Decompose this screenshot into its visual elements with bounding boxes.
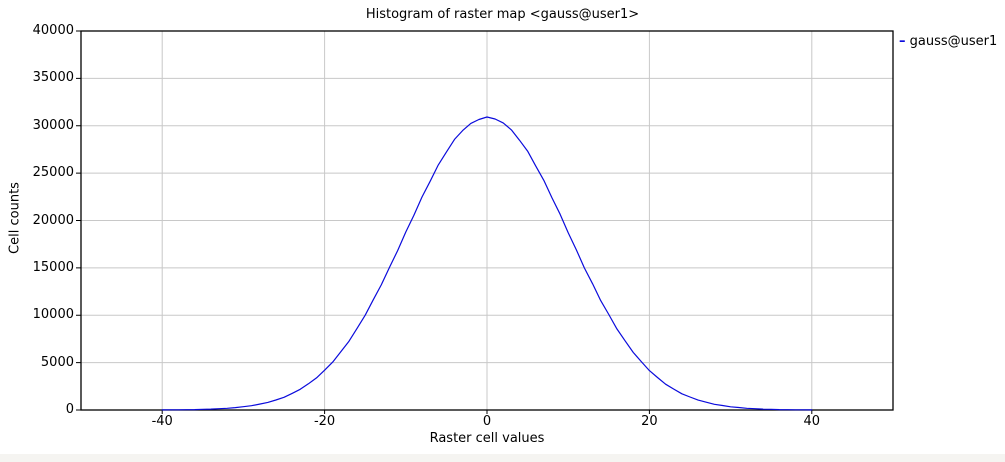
plot-border <box>80 30 894 411</box>
histogram-curve <box>161 116 813 411</box>
x-tick-label: -20 <box>313 414 336 429</box>
y-tick-label: 5000 <box>40 354 74 370</box>
y-tick-label: 20000 <box>32 212 74 228</box>
legend: – gauss@user1 <box>899 34 997 49</box>
y-tick-label: 0 <box>65 402 74 417</box>
x-tick-label: 0 <box>482 414 492 429</box>
y-axis-title: Cell counts <box>7 182 23 254</box>
y-tick-label: 15000 <box>32 259 74 275</box>
y-tick-label: 25000 <box>32 165 74 181</box>
legend-line-marker: – <box>899 34 906 49</box>
y-tick-label: 35000 <box>32 70 74 86</box>
x-axis-title: Raster cell values <box>429 431 545 446</box>
statusbar-strip <box>0 454 1005 462</box>
y-tick-label: 30000 <box>32 117 74 133</box>
x-tick-label: -40 <box>151 414 173 429</box>
legend-series-label: gauss@user1 <box>909 34 998 49</box>
x-tick-label: 20 <box>641 414 658 429</box>
y-tick-label: 40000 <box>32 23 74 38</box>
chart-title: Histogram of raster map <gauss@user1> <box>365 7 640 22</box>
x-tick-label: 40 <box>803 414 821 429</box>
y-tick-label: 10000 <box>32 307 74 323</box>
